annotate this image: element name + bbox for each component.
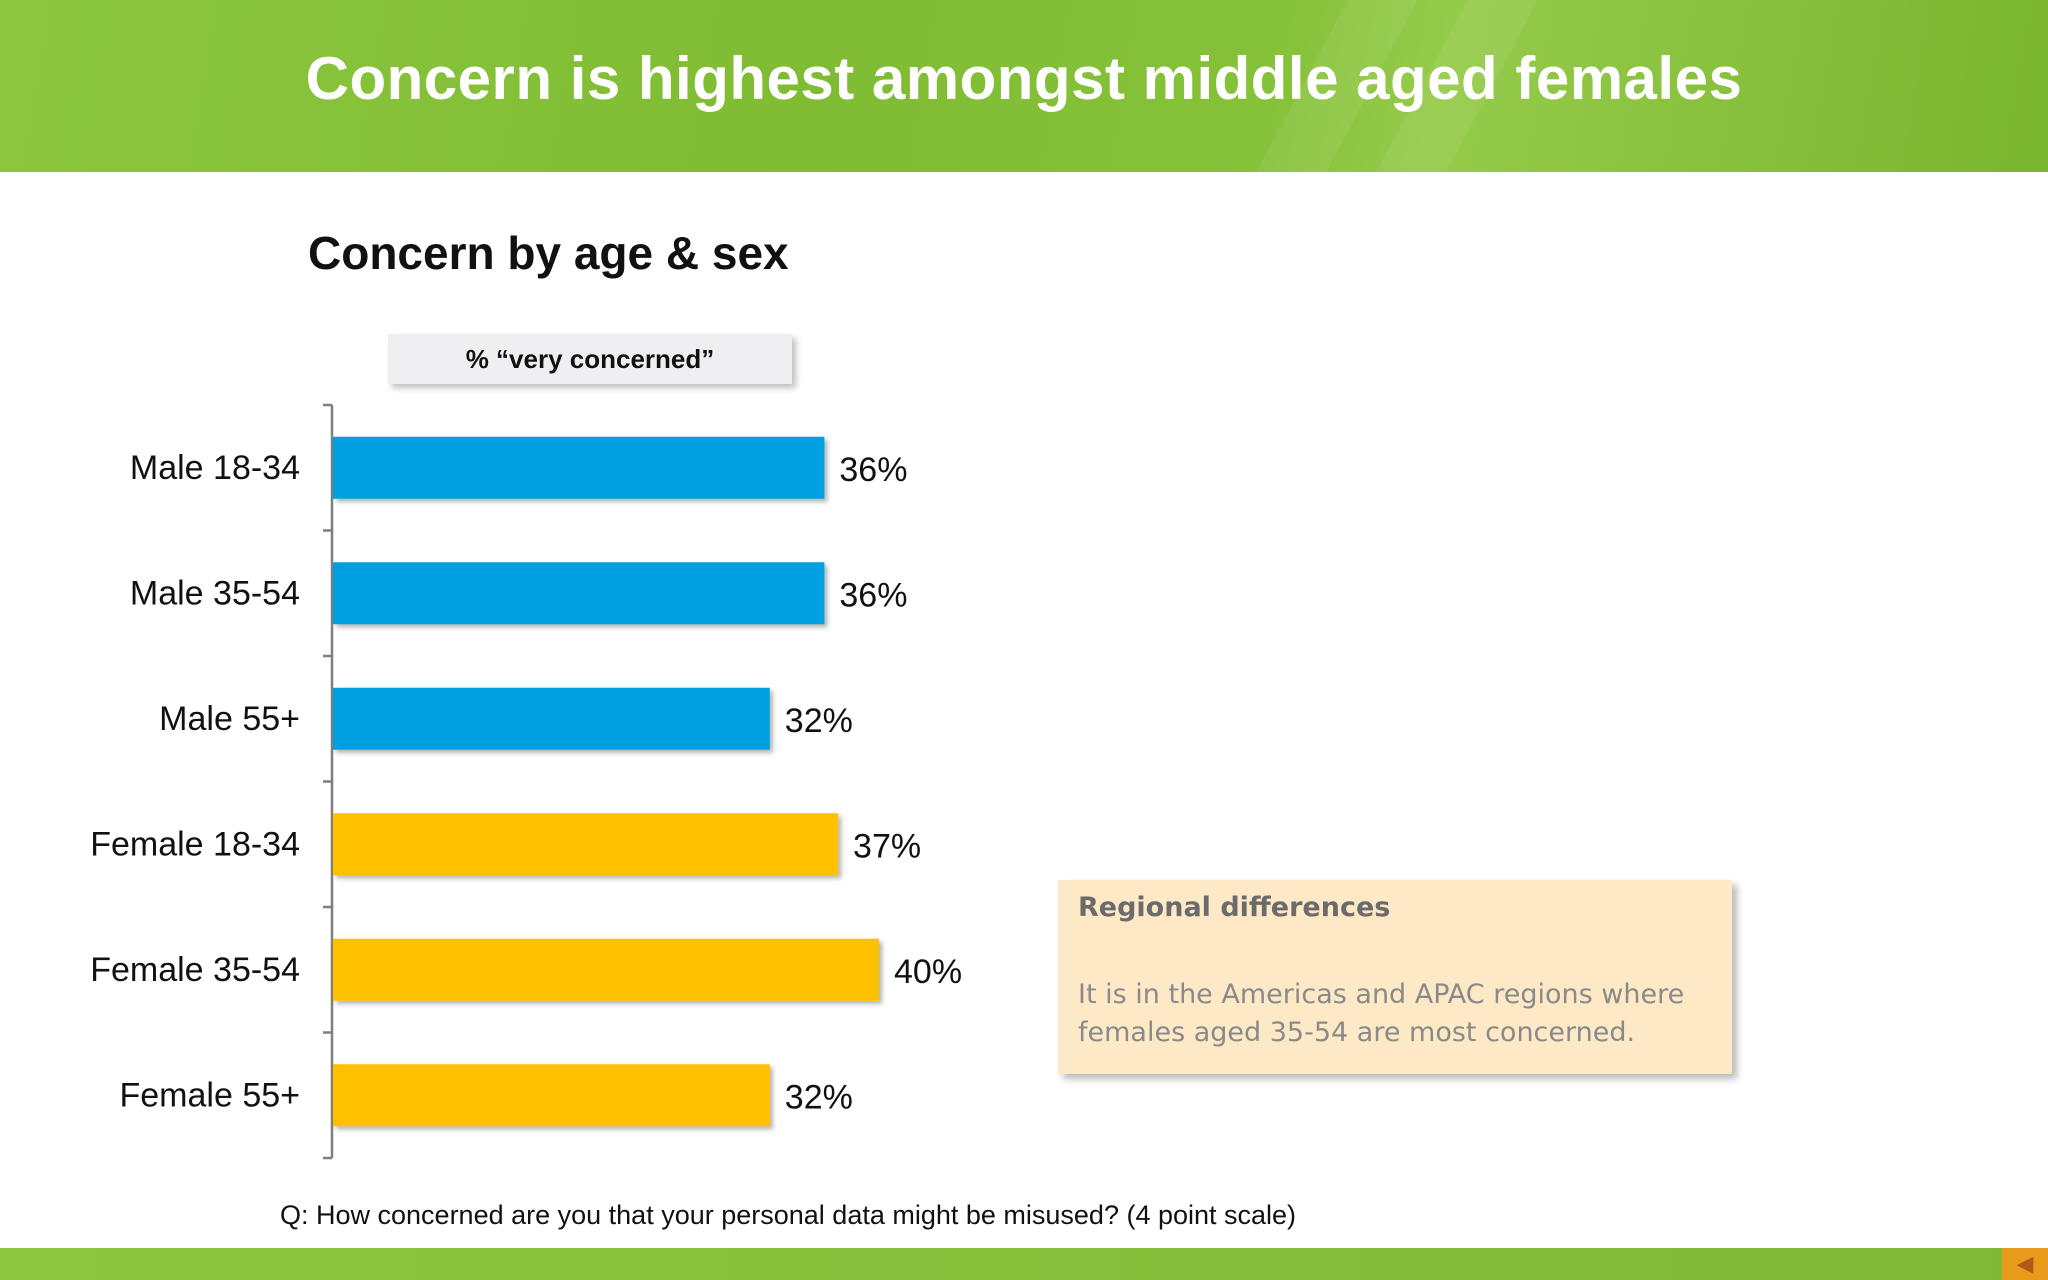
data-label: 32% [785, 702, 853, 740]
data-label: 40% [894, 953, 962, 991]
data-label: 36% [839, 451, 907, 489]
callout-body: It is in the Americas and APAC regions w… [1078, 979, 1685, 1048]
bar-male-55- [333, 687, 770, 750]
slide-footer: ◀ [0, 1248, 2048, 1280]
slide-title: Concern is highest amongst middle aged f… [305, 45, 1743, 112]
bar-female-55- [333, 1064, 770, 1127]
bar-chart: Male 18-34 36% Male 35-54 36% Male 55+ 32% Fem… [90, 403, 962, 1160]
data-label: 32% [785, 1078, 853, 1116]
category-label: Male 55+ [159, 700, 300, 738]
slide-header: Concern is highest amongst middle aged f… [0, 0, 2048, 172]
category-label: Female 18-34 [90, 825, 300, 863]
triangle-left-icon: ◀ [2016, 1251, 2034, 1276]
bar-male-35-54 [333, 562, 825, 625]
legend-label: % “very concerned” [388, 334, 792, 384]
data-label: 36% [839, 576, 907, 614]
bar-female-18-34 [333, 813, 839, 876]
category-label: Male 18-34 [130, 449, 300, 487]
survey-question: Q: How concerned are you that your perso… [280, 1200, 1297, 1230]
data-label: 37% [853, 827, 921, 865]
callout-title: Regional differences [1078, 892, 1391, 923]
previous-slide-button[interactable]: ◀ [2002, 1248, 2048, 1280]
category-label: Female 35-54 [90, 951, 300, 989]
category-label: Male 35-54 [130, 574, 300, 612]
bar-female-35-54 [333, 938, 879, 1001]
bar-male-18-34 [333, 436, 825, 499]
category-label: Female 55+ [120, 1076, 301, 1114]
chart-title: Concern by age & sex [308, 227, 789, 279]
regional-differences-callout: Regional differences It is in the Americ… [1058, 880, 1732, 1074]
